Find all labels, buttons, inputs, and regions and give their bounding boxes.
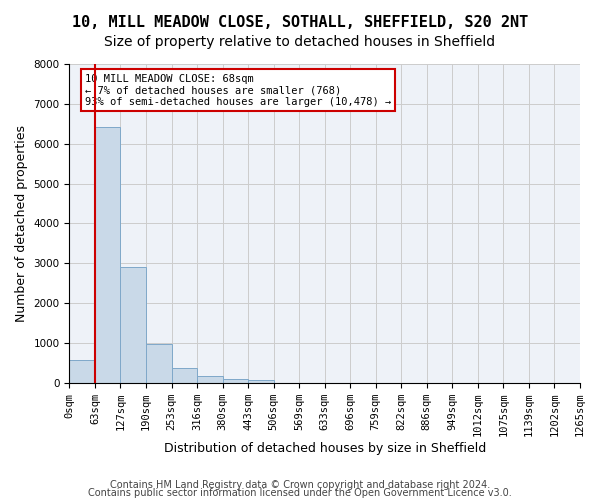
X-axis label: Distribution of detached houses by size in Sheffield: Distribution of detached houses by size … <box>164 442 486 455</box>
Bar <box>248 380 274 383</box>
Bar <box>197 376 223 383</box>
Bar <box>95 127 121 383</box>
Text: Contains public sector information licensed under the Open Government Licence v3: Contains public sector information licen… <box>88 488 512 498</box>
Bar <box>223 379 248 383</box>
Text: Contains HM Land Registry data © Crown copyright and database right 2024.: Contains HM Land Registry data © Crown c… <box>110 480 490 490</box>
Bar <box>121 266 146 383</box>
Text: Size of property relative to detached houses in Sheffield: Size of property relative to detached ho… <box>104 35 496 49</box>
Bar <box>172 368 197 383</box>
Text: 10 MILL MEADOW CLOSE: 68sqm
← 7% of detached houses are smaller (768)
93% of sem: 10 MILL MEADOW CLOSE: 68sqm ← 7% of deta… <box>85 74 391 107</box>
Bar <box>146 344 172 383</box>
Bar <box>70 360 95 383</box>
Text: 10, MILL MEADOW CLOSE, SOTHALL, SHEFFIELD, S20 2NT: 10, MILL MEADOW CLOSE, SOTHALL, SHEFFIEL… <box>72 15 528 30</box>
Y-axis label: Number of detached properties: Number of detached properties <box>15 125 28 322</box>
